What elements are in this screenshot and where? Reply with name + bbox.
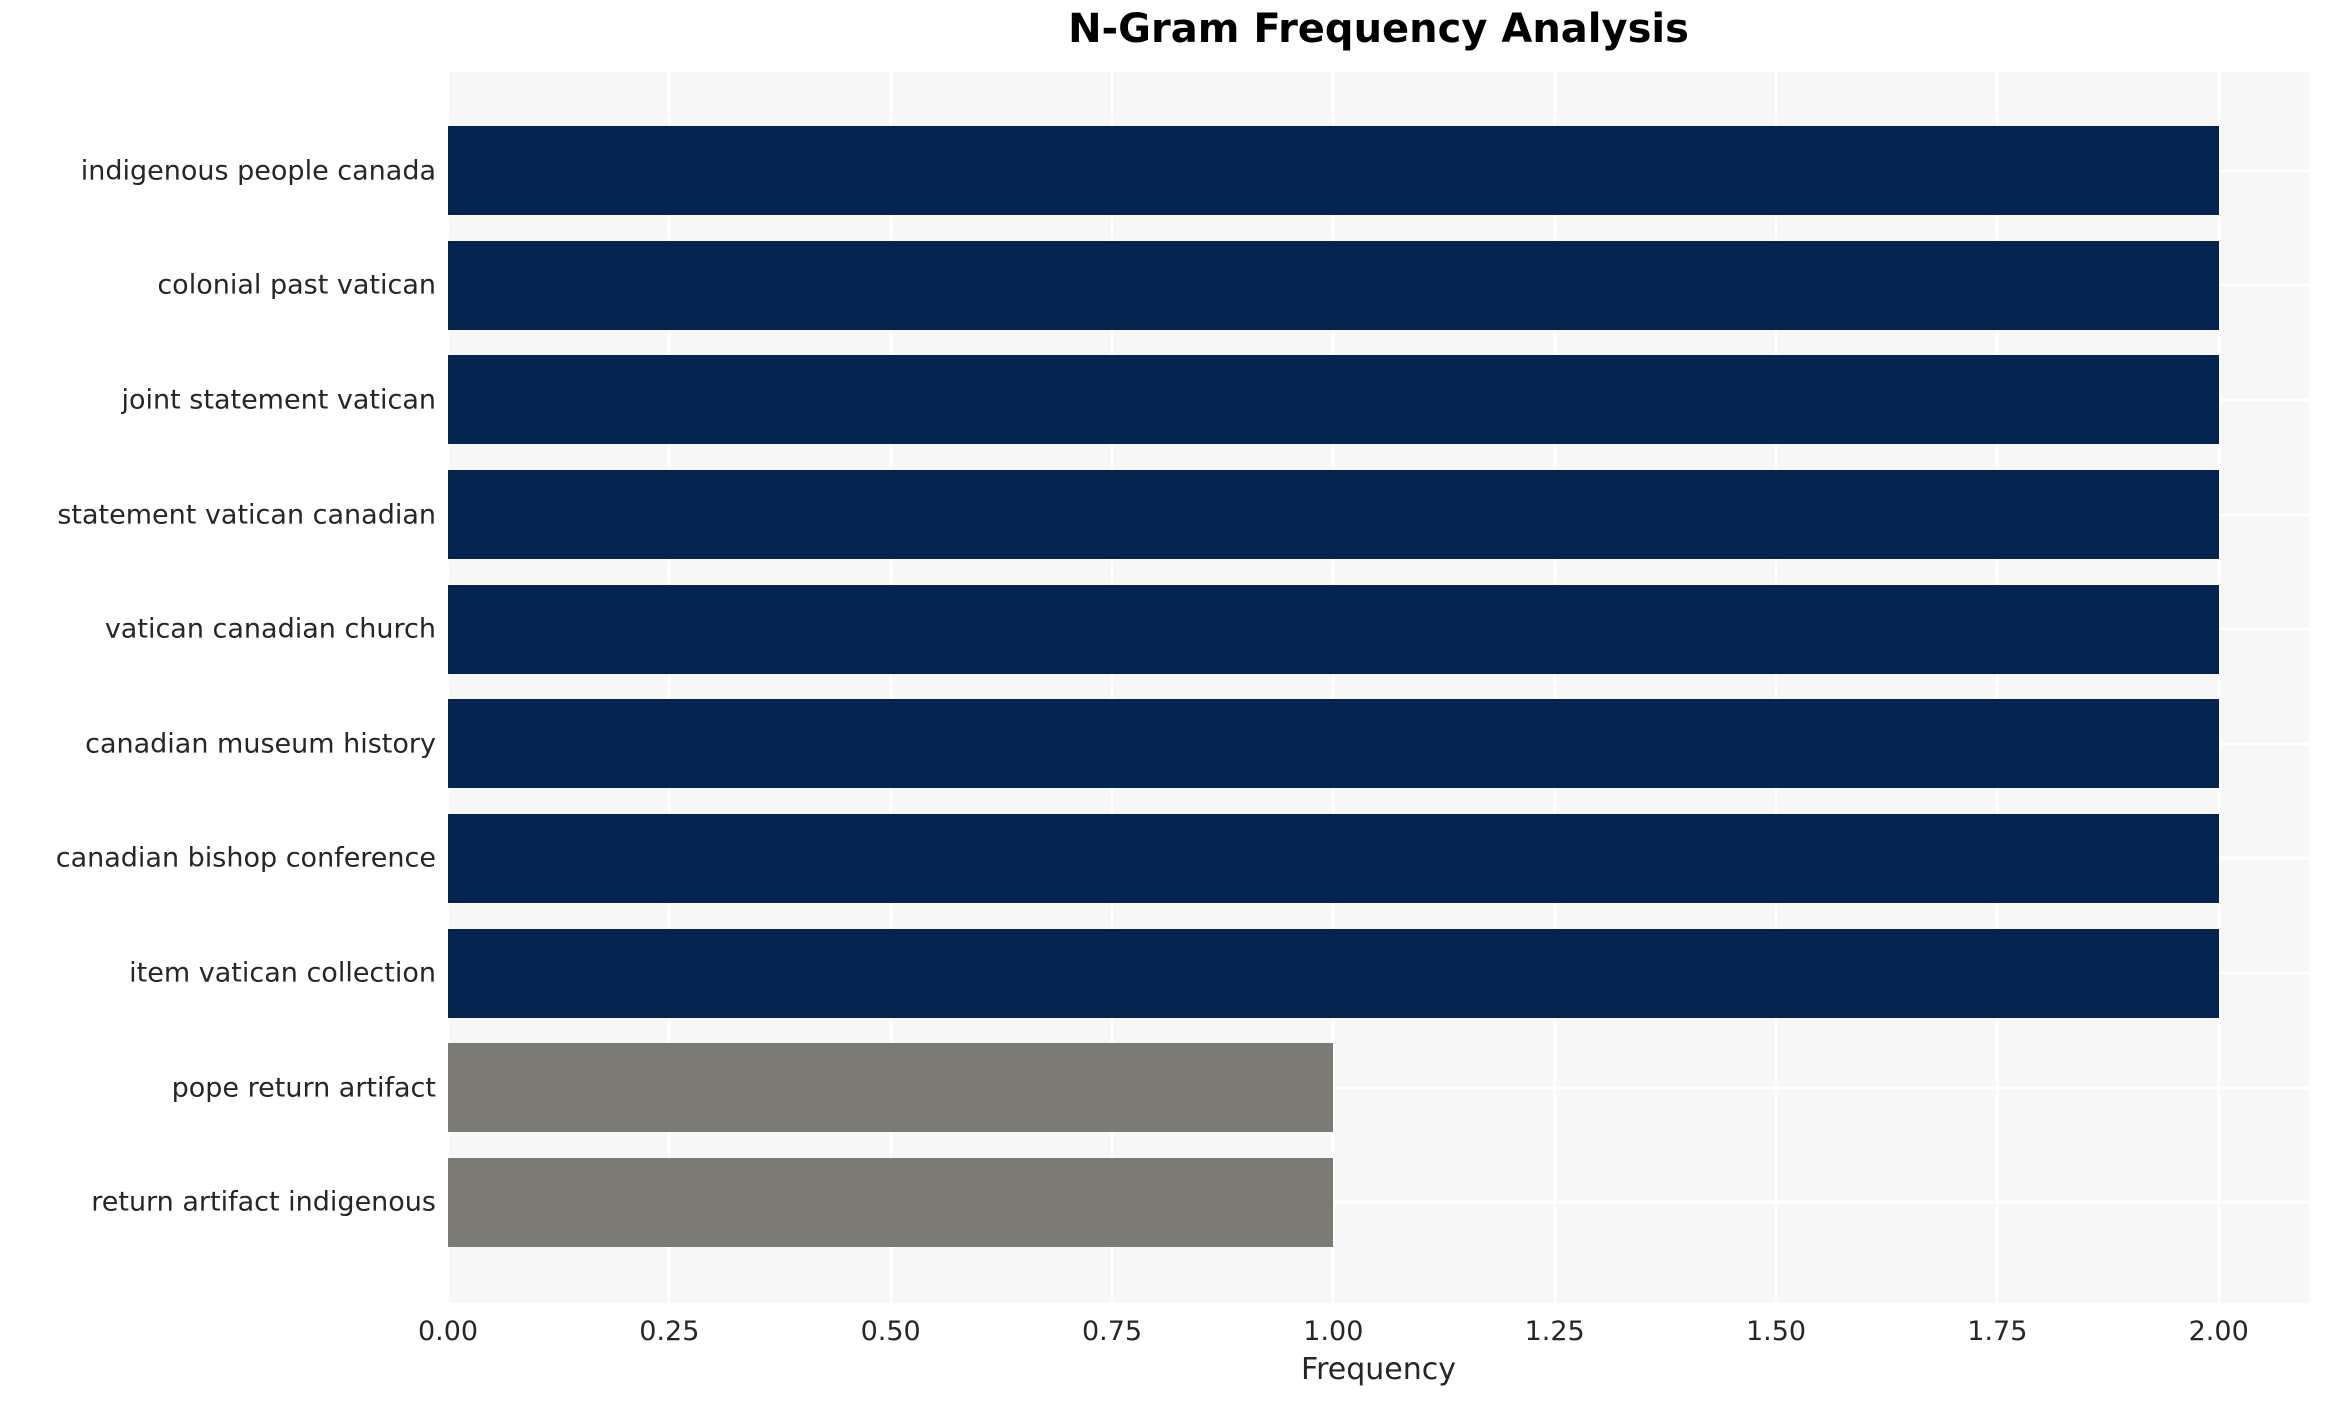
y-tick-label: colonial past vatican [157,269,436,301]
gridline-vertical [1995,72,1999,1303]
bar [448,1157,1334,1247]
gridline-vertical [1110,72,1114,1303]
gridline-horizontal [448,1086,2309,1090]
x-tick-label: 0.25 [639,1316,700,1347]
bar [448,355,2219,445]
chart-title: N-Gram Frequency Analysis [1068,6,1689,52]
bar [448,126,2219,216]
x-tick-label: 0.75 [1081,1316,1143,1347]
gridline-vertical [1774,72,1778,1303]
bar [448,813,2219,903]
gridline-vertical [448,72,450,1303]
gridline-vertical [889,72,893,1303]
x-tick-label: 0.00 [417,1316,479,1347]
gridline-vertical [2217,72,2221,1303]
bar [448,240,2219,330]
gridline-vertical [1331,72,1335,1303]
gridline-horizontal [448,1200,2309,1204]
bar [448,699,2219,789]
y-tick-label: vatican canadian church [104,613,436,645]
y-tick-label: pope return artifact [171,1072,436,1104]
x-tick-label: 0.50 [860,1316,921,1347]
x-tick-label: 1.75 [1967,1316,2028,1347]
y-axis-tick-labels: indigenous people canada colonial past va… [0,72,436,1303]
y-tick-label: canadian museum history [85,728,436,760]
plot-area [448,72,2309,1303]
y-tick-label: statement vatican canadian [57,499,436,530]
bar [448,470,2219,559]
gridline-vertical [667,72,671,1303]
bar [448,1043,1334,1133]
x-tick-label: 1.00 [1303,1316,1364,1347]
y-tick-label: canadian bishop conference [55,842,436,874]
bar [448,584,2219,674]
y-tick-label: return artifact indigenous [91,1186,436,1218]
y-tick-label: indigenous people canada [80,155,436,187]
gridline-vertical [1553,72,1557,1303]
x-tick-label: 2.00 [2188,1316,2249,1347]
x-axis-tick-labels: 0.00 0.25 0.50 0.75 1.00 1.25 1.50 1.75 2.00 [0,1316,2326,1356]
y-tick-label: item vatican collection [129,957,436,989]
x-tick-label: 1.25 [1524,1316,1585,1347]
bar [448,928,2219,1018]
x-tick-label: 1.50 [1745,1316,1807,1347]
y-tick-label: joint statement vatican [121,384,436,416]
x-axis-label: Frequency [1301,1352,1456,1387]
